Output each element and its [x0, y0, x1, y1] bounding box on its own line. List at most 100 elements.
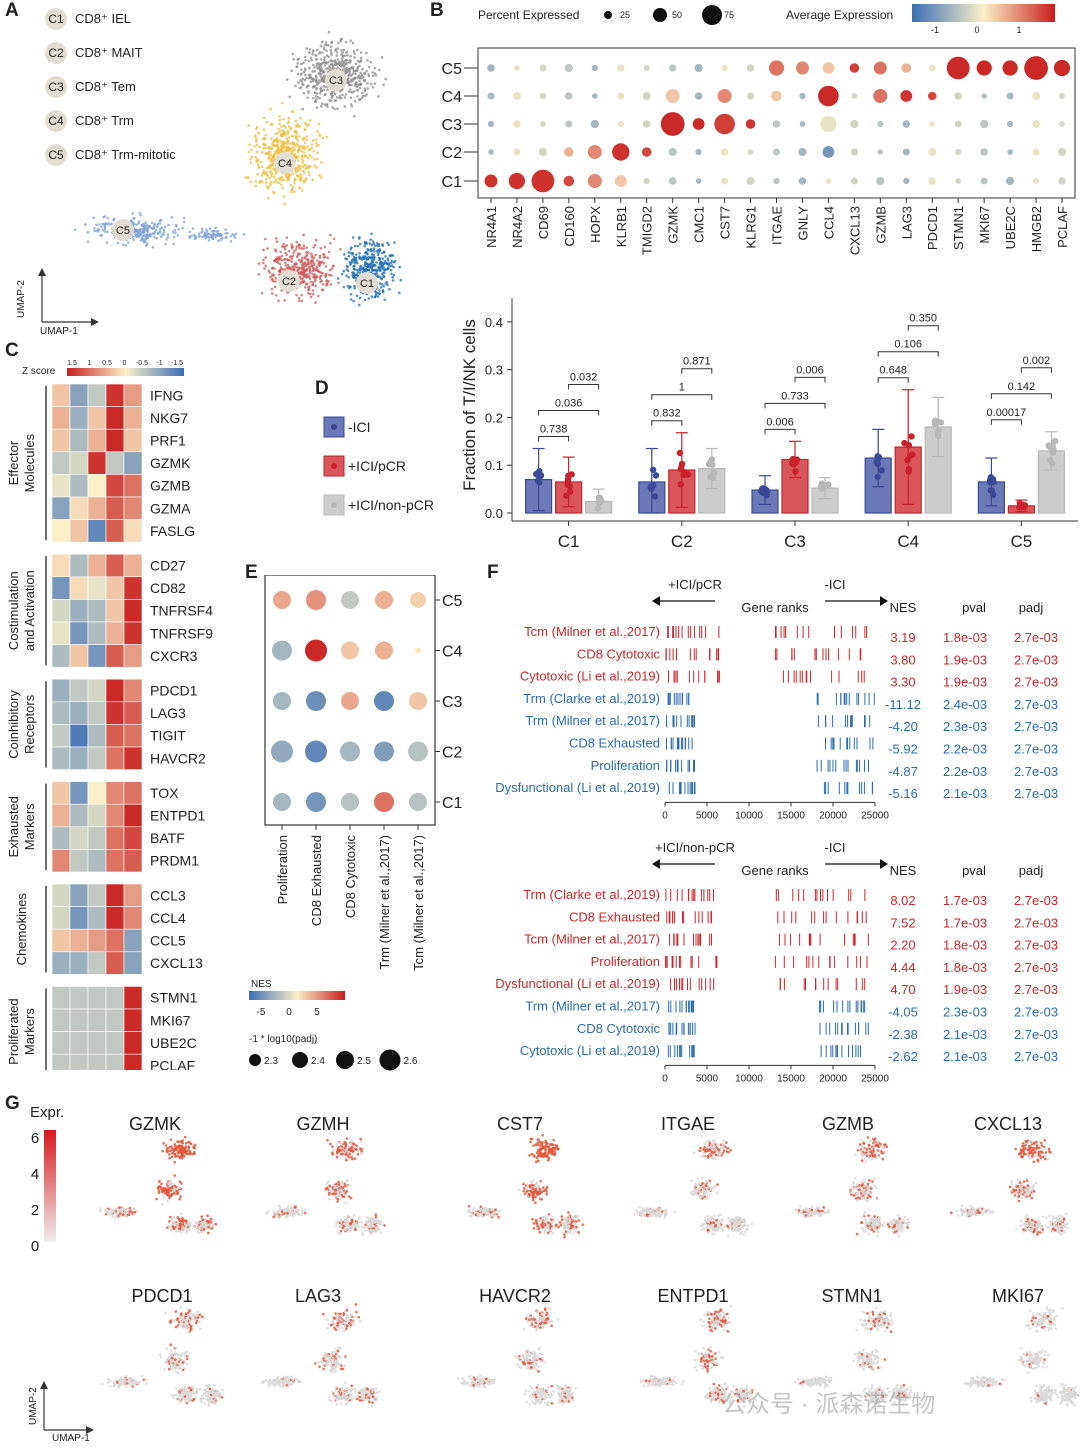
dotplot-dot	[769, 60, 784, 75]
umap-point	[316, 65, 319, 68]
dotplot-dot	[902, 63, 912, 73]
feature-point	[288, 1209, 291, 1212]
umap-point	[301, 189, 304, 192]
umap-point	[170, 216, 173, 219]
umap-point	[337, 277, 340, 280]
feature-point	[522, 1190, 525, 1193]
umap-point	[364, 262, 367, 265]
umap-point	[312, 270, 315, 273]
umap-point	[220, 234, 223, 237]
zscore-tick: -0.5	[136, 360, 148, 367]
umap-point	[230, 235, 233, 238]
zscore-tick: 1.5	[67, 360, 77, 367]
data-point	[905, 468, 911, 474]
umap-point	[305, 77, 308, 80]
data-point	[990, 492, 996, 498]
umap-point	[288, 176, 291, 179]
heatmap-cell	[70, 929, 88, 952]
dotplot-dot	[823, 146, 835, 158]
umap-point	[142, 230, 145, 233]
panel-e-dot	[374, 691, 394, 711]
heatmap-cell	[124, 747, 142, 770]
heatmap-cell	[52, 702, 70, 725]
p-value-label: 0.036	[555, 398, 583, 410]
umap-point	[311, 53, 314, 56]
umap-point	[296, 58, 299, 61]
zscore-tick: -1	[156, 360, 162, 367]
gsea-pval-value: 1.8e-03	[943, 960, 987, 975]
umap-point	[291, 53, 294, 56]
dotplot-dot	[539, 65, 546, 72]
heatmap-cell	[124, 452, 142, 475]
feature-point	[340, 1230, 343, 1233]
umap-point	[312, 260, 315, 263]
umap-point	[371, 253, 374, 256]
heatmap-group-label: Chemokines	[14, 893, 29, 966]
umap-point	[298, 267, 301, 270]
heatmap-cell	[124, 1054, 142, 1070]
heatmap-cell	[124, 804, 142, 827]
umap-point	[257, 163, 260, 166]
umap-point	[278, 182, 281, 185]
umap-point	[373, 250, 376, 253]
umap-point	[306, 282, 309, 285]
umap-point	[334, 49, 337, 52]
feature-point	[531, 1218, 534, 1221]
umap-point	[251, 156, 254, 159]
umap-point	[257, 166, 260, 169]
panel-e-column-label: CD8 Exhausted	[309, 835, 324, 926]
umap-point	[331, 94, 334, 97]
umap-point	[302, 137, 305, 140]
umap-point	[369, 238, 372, 241]
feature-point	[375, 1226, 378, 1229]
umap-point	[247, 176, 250, 179]
feature-point	[174, 1147, 177, 1150]
feature-point	[547, 1152, 550, 1155]
umap-point	[263, 143, 266, 146]
umap-point	[285, 254, 288, 257]
umap-point	[301, 264, 304, 267]
dotplot-dot	[852, 93, 858, 99]
umap-point	[274, 144, 277, 147]
gsea-pval-value: 1.8e-03	[943, 630, 987, 645]
feature-point	[342, 1191, 345, 1194]
dotplot-dot	[747, 64, 755, 72]
zscore-tick: -1.5	[171, 360, 183, 367]
x-tick-label: C4	[897, 532, 919, 551]
feature-point	[563, 1236, 566, 1239]
heatmap-cell	[106, 986, 124, 1009]
umap-point	[348, 83, 351, 86]
feature-point	[545, 1226, 548, 1229]
panel-e-dot	[375, 591, 393, 609]
umap-point	[300, 272, 303, 275]
feature-point	[560, 1224, 563, 1227]
umap-point	[354, 83, 357, 86]
feature-point	[378, 1227, 381, 1230]
umap-point	[292, 186, 295, 189]
umap-point	[380, 277, 383, 280]
umap-point	[374, 82, 377, 85]
umap-point	[318, 256, 321, 259]
umap-point	[353, 276, 356, 279]
umap-point	[359, 83, 362, 86]
feature-point	[181, 1217, 184, 1220]
feature-point	[107, 1207, 110, 1210]
umap-point	[354, 100, 357, 103]
gsea-pval-value: 2.2e-03	[943, 764, 987, 779]
umap-point	[173, 236, 176, 239]
heatmap-cell	[52, 952, 70, 975]
expr-legend-tick: 6	[31, 1130, 39, 1147]
heatmap-gene-label: CCL5	[150, 933, 186, 949]
umap-point	[296, 255, 299, 258]
umap-point	[394, 260, 397, 263]
umap-point	[336, 47, 339, 50]
feature-point	[333, 1148, 336, 1151]
umap-cluster-label: C3	[329, 75, 343, 87]
umap-point	[331, 267, 334, 270]
umap-point	[312, 49, 315, 52]
heatmap-cell	[88, 986, 106, 1009]
umap-point	[269, 180, 272, 183]
umap-point	[390, 260, 393, 263]
feature-point	[530, 1181, 533, 1184]
umap-point	[303, 71, 306, 74]
